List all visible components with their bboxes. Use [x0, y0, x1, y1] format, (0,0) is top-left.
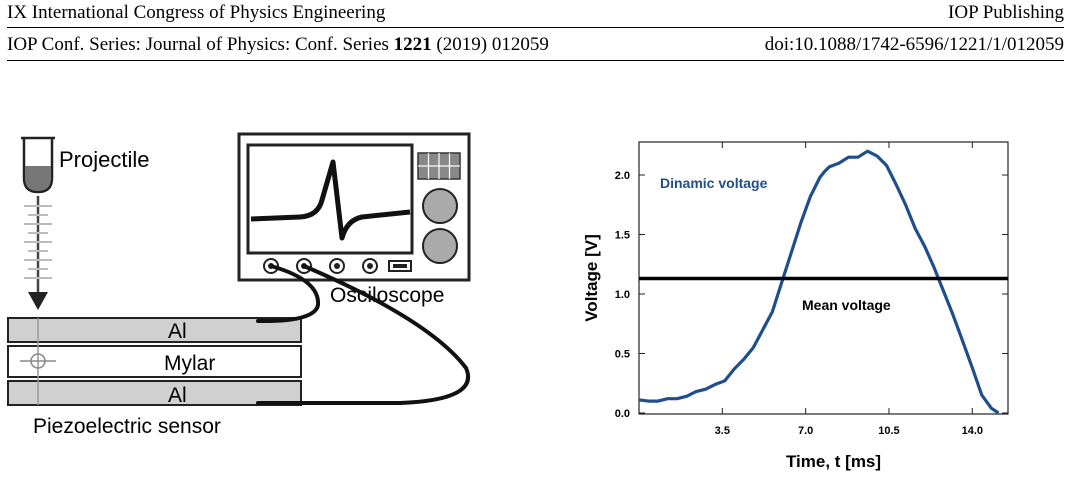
y-tick-label: 1.0 — [615, 289, 630, 301]
year-article: (2019) 012059 — [431, 34, 549, 55]
x-tick-label: 7.0 — [798, 425, 813, 437]
x-tick-label: 3.5 — [715, 425, 730, 437]
x-axis-label: Time, t [ms] — [786, 452, 881, 471]
running-header: IX International Congress of Physics Eng… — [7, 2, 1064, 26]
y-tick-label: 0.5 — [615, 349, 630, 361]
sensor-label: Piezoelectric sensor — [33, 415, 221, 438]
series-prefix: IOP Conf. Series: Journal of Physics: Co… — [7, 34, 394, 55]
projectile-icon — [21, 136, 55, 194]
citation-line: IOP Conf. Series: Journal of Physics: Co… — [7, 34, 1064, 58]
publisher-name: IOP Publishing — [948, 2, 1064, 23]
drop-path-arrow — [24, 196, 52, 310]
annotation-dinamic-voltage: Dinamic voltage — [660, 175, 768, 191]
y-tick-label: 2.0 — [615, 170, 630, 182]
layer-label-bottom: Al — [168, 384, 187, 407]
header-rule-bottom — [7, 60, 1064, 61]
signal-cables — [256, 264, 470, 405]
y-axis-label: Voltage [V] — [582, 234, 601, 322]
layer-label-middle: Mylar — [164, 352, 215, 375]
doi-text: doi:10.1088/1742-6596/1221/1/012059 — [764, 34, 1064, 55]
header-rule-top — [7, 27, 1064, 28]
layer-label-top: Al — [168, 320, 187, 343]
y-tick-label: 1.5 — [615, 230, 630, 242]
x-tick-label: 14.0 — [962, 425, 983, 437]
conference-title: IX International Congress of Physics Eng… — [7, 2, 386, 23]
piezo-sensor-stack — [7, 317, 302, 406]
series-citation: IOP Conf. Series: Journal of Physics: Co… — [7, 34, 549, 56]
annotation-mean-voltage: Mean voltage — [802, 297, 891, 313]
oscilloscope-icon — [237, 132, 471, 282]
volume-number: 1221 — [393, 34, 432, 55]
projectile-label: Projectile — [59, 147, 149, 172]
y-tick-label: 0.0 — [615, 408, 630, 420]
x-tick-label: 10.5 — [878, 425, 899, 437]
